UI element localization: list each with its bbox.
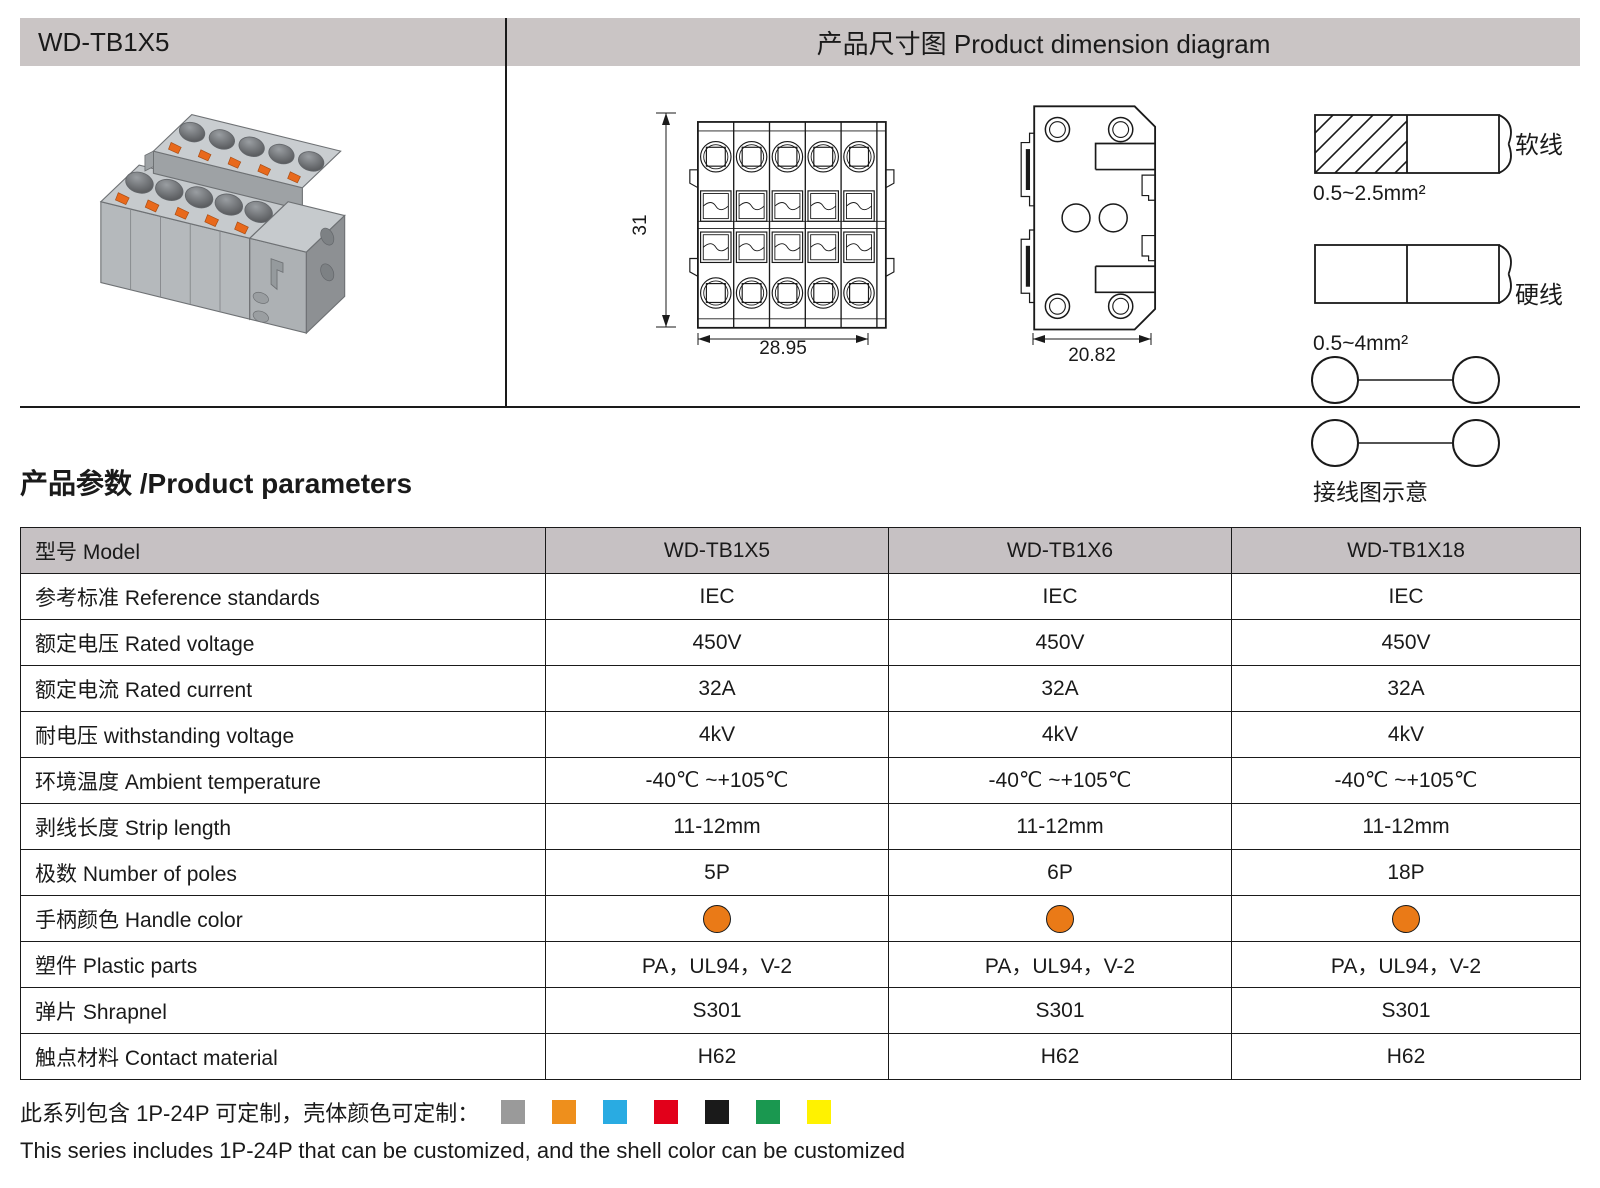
svg-text:硬线: 硬线 [1515,282,1563,309]
svg-text:31: 31 [630,214,651,235]
svg-text:28.95: 28.95 [759,338,807,355]
svg-text:0.5~4mm²: 0.5~4mm² [1313,332,1408,355]
svg-text:20.82: 20.82 [1068,345,1116,366]
svg-text:接线图示意: 接线图示意 [1313,479,1428,505]
svg-text:软线: 软线 [1515,132,1563,159]
svg-text:0.5~2.5mm²: 0.5~2.5mm² [1313,182,1426,205]
